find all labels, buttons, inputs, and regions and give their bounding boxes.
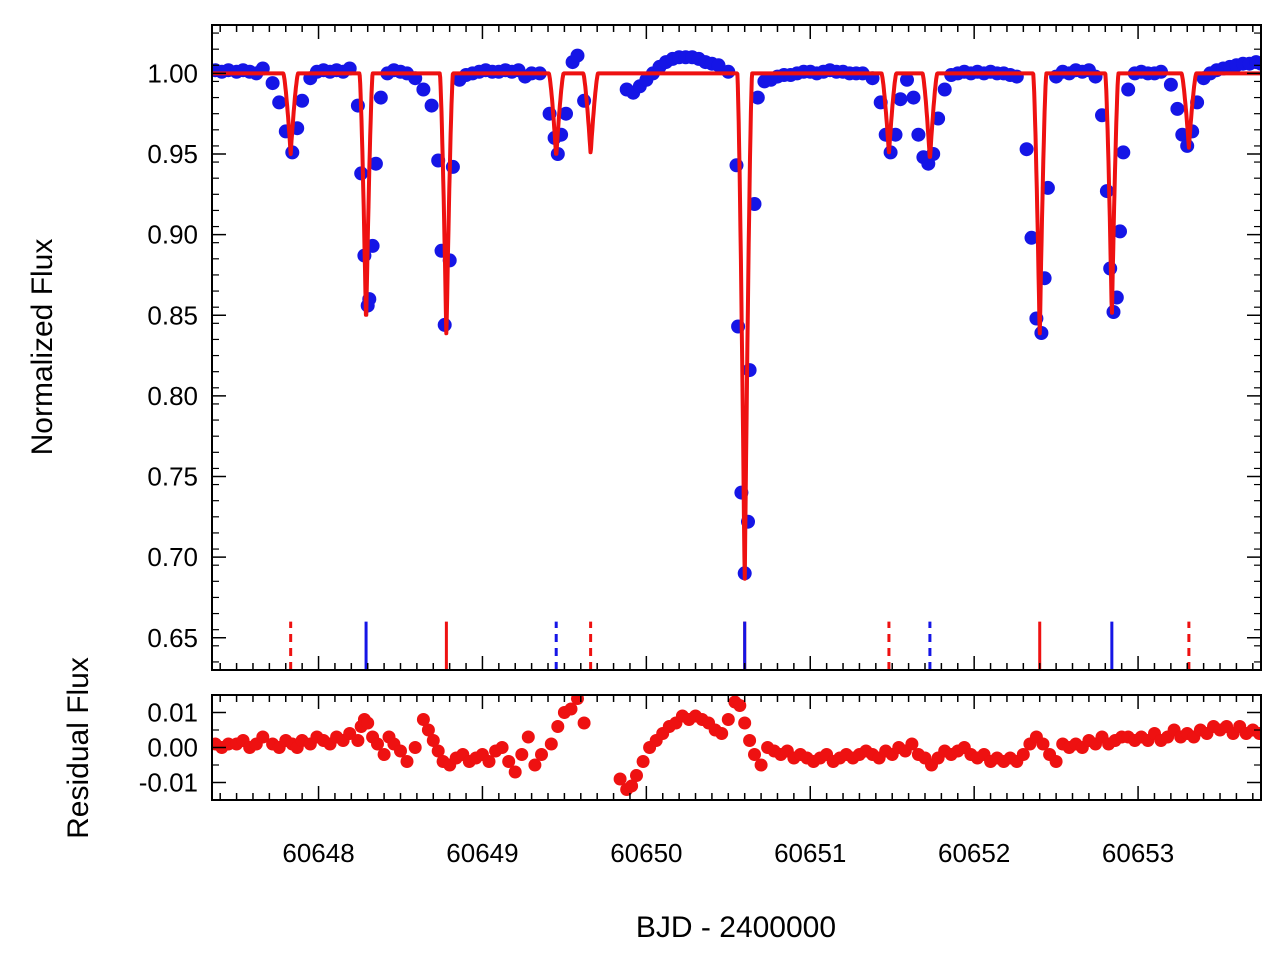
residual-point [394,744,407,758]
x-tick-labels: 60648 60649 60650 60651 60652 60653 [282,838,1174,868]
observed-flux-point [1116,145,1131,160]
observed-flux-point [265,76,280,91]
x-tick-label: 60651 [774,838,846,868]
y-tick-label: 0.85 [147,300,198,330]
residual-point [577,716,591,730]
y-tick-label: 0.75 [147,462,198,492]
residual-point [905,737,919,751]
observed-flux-point [368,156,383,171]
residual-point [521,730,535,744]
residual-point [630,769,643,782]
eclipse-time-markers [289,621,1191,670]
y-tick-label: 0.90 [147,220,198,250]
residual-point [361,716,375,730]
residual-point [551,720,565,733]
observed-flux-point [906,90,921,105]
observed-flux-point [1163,77,1178,92]
residual-point [1036,737,1050,751]
residual-point [636,755,650,768]
y-axis-title-main: Normalized Flux [26,239,59,456]
residual-point [1252,727,1261,740]
residual-point [564,702,578,716]
residual-point [426,734,440,747]
observed-flux-point [570,48,585,63]
main-axis-ticks [212,25,1261,670]
residual-point [371,737,384,751]
residual-point [528,758,542,772]
residual-point [754,758,768,772]
x-tick-label: 60653 [1102,838,1174,868]
observed-flux-point [911,127,926,142]
residual-point [733,699,747,712]
residual-point [421,723,435,737]
residual-point [416,713,430,726]
observed-flux-point [272,95,287,110]
x-tick-label: 60648 [282,838,354,868]
y-tick-label: 0.95 [147,139,198,169]
residual-point [431,744,445,758]
model-flux-curve [212,71,1261,581]
y-tick-label: 1.00 [147,58,198,88]
residual-point [377,748,391,761]
observed-flux-point [1019,142,1034,157]
observed-flux-point [893,92,908,107]
residual-point [721,713,735,726]
residual-point [1049,755,1063,768]
observed-flux-point [559,106,573,121]
residual-point [738,716,752,730]
residual-point [482,755,496,768]
model-flux-curve-group [212,71,1261,581]
residual-point [535,748,548,761]
residual-point [508,765,522,779]
y-tick-label: 0.65 [147,623,198,653]
y-axis-title-residual: Residual Flux [62,657,95,839]
x-tick-label: 60650 [610,838,682,868]
residual-y-tick-labels: -0.01 0.00 0.01 [139,698,198,798]
residual-point [408,741,422,754]
x-tick-label: 60649 [446,838,518,868]
residual-y-tick-label: 0.00 [147,733,198,763]
main-y-tick-labels: 0.65 0.70 0.75 0.80 0.85 0.90 0.95 1.00 [147,58,198,652]
residual-axis-ticks [212,695,1261,800]
residual-point [748,748,761,761]
observed-flux-point [1024,230,1039,245]
observed-flux-point [900,72,914,87]
residual-point [495,741,509,754]
observed-flux-point [416,82,431,97]
observed-flux-point [295,93,310,108]
observed-flux-point [424,98,439,113]
residual-point [400,755,414,768]
residual-y-tick-label: 0.01 [147,698,198,728]
y-tick-label: 0.80 [147,381,198,411]
observed-flux-point [1170,101,1185,116]
observed-flux-point [750,90,765,105]
x-tick-label: 60652 [938,838,1010,868]
observed-flux-point [1254,56,1261,71]
residual-point [544,737,558,751]
residual-flux-points [212,695,1261,796]
residual-point [715,727,729,740]
observed-flux-point [742,363,757,378]
observed-flux-point [373,90,388,105]
residual-point [743,734,757,747]
residual-y-tick-label: -0.01 [139,768,198,798]
observed-flux-point [1099,184,1114,199]
residual-point [256,730,270,744]
residual-point [502,755,516,768]
main-plot-frame [211,24,1262,671]
observed-flux-point [1113,224,1127,239]
residual-point [571,695,584,705]
y-tick-label: 0.70 [147,542,198,572]
residual-point [1016,748,1030,761]
residual-point [613,772,627,786]
residual-point [625,779,639,793]
residual-point [515,748,529,761]
observed-flux-point [1121,82,1136,97]
observed-flux-point [937,82,952,97]
residual-point [351,734,365,747]
x-axis-title: BJD - 2400000 [636,911,836,944]
